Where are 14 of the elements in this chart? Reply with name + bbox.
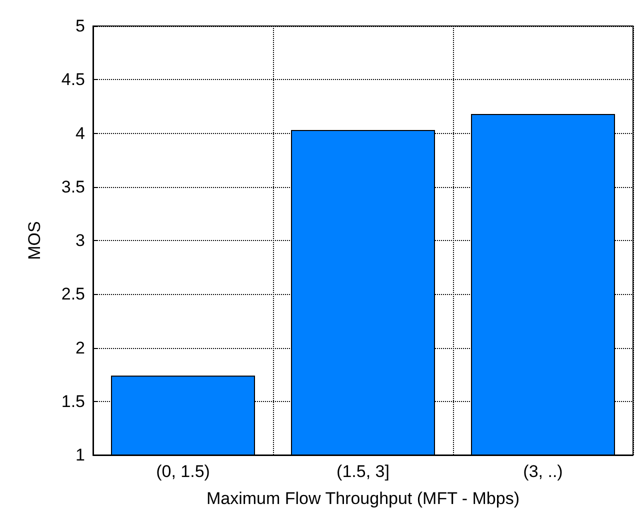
y-tick-label: 1 bbox=[76, 446, 85, 464]
y-tick-label: 3 bbox=[76, 231, 85, 250]
x-tick-label: (0, 1.5) bbox=[156, 462, 210, 481]
y-tick-label: 4.5 bbox=[61, 70, 85, 90]
y-axis-title: MOS bbox=[25, 221, 44, 260]
y-tick-label: 2.5 bbox=[61, 284, 85, 304]
x-tick-label: (1.5, 3] bbox=[336, 462, 390, 481]
x-axis-title: Maximum Flow Throughput (MFT - Mbps) bbox=[206, 489, 520, 508]
x-tick-label: (3, ..) bbox=[523, 462, 563, 481]
y-tick-label: 5 bbox=[76, 16, 85, 36]
y-tick-label: 1.5 bbox=[61, 392, 85, 411]
y-tick-label: 2 bbox=[76, 338, 85, 358]
y-tick-label: 4 bbox=[76, 124, 85, 143]
y-tick-label: 3.5 bbox=[61, 177, 85, 196]
